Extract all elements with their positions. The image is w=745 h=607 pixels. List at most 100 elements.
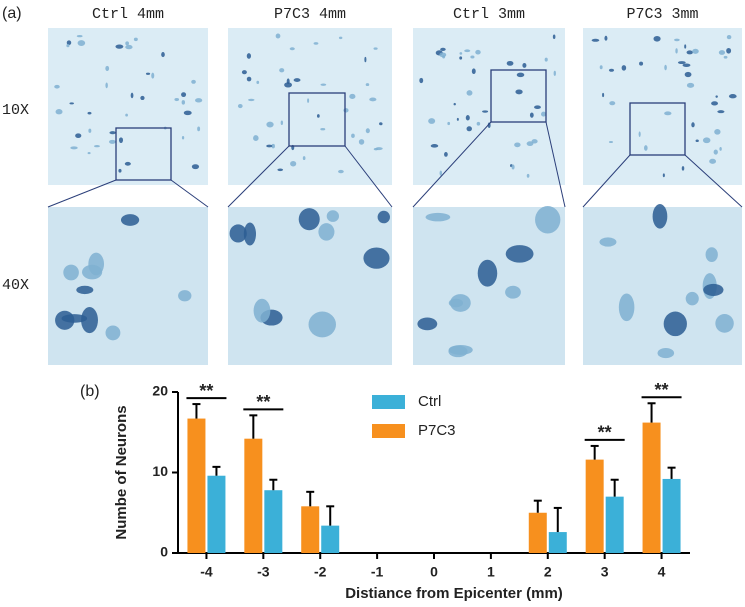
row-label: 40X: [2, 277, 29, 294]
cell: [526, 141, 534, 147]
cell: [552, 34, 556, 39]
x-tick-label: 0: [430, 564, 438, 580]
zoom-line: [227, 145, 290, 208]
legend-swatch: [372, 395, 405, 409]
cell: [365, 128, 370, 134]
cell: [55, 109, 63, 115]
cell: [428, 118, 436, 124]
cell: [181, 100, 186, 105]
cell: [320, 128, 326, 131]
cell: [425, 212, 451, 222]
micrograph: [413, 28, 565, 185]
cell: [453, 102, 456, 106]
cell: [298, 208, 320, 231]
cell: [178, 290, 192, 302]
cell: [516, 72, 525, 78]
cell: [456, 117, 459, 121]
y-tick-label: 0: [160, 544, 168, 560]
cell: [181, 92, 187, 98]
cell: [66, 44, 70, 48]
cell: [663, 311, 687, 337]
cell: [279, 68, 285, 73]
cell: [664, 64, 667, 71]
cell: [369, 97, 377, 102]
cell: [674, 38, 680, 42]
bar: [244, 438, 263, 553]
cell: [195, 98, 203, 103]
cell: [363, 247, 390, 269]
column-label: Ctrl 4mm: [92, 6, 164, 23]
cell: [653, 35, 661, 42]
cell: [702, 137, 711, 144]
x-tick-label: 1: [487, 564, 495, 580]
zoom-line: [545, 121, 566, 208]
cell: [534, 105, 541, 110]
cell: [246, 76, 252, 82]
row-label: 10X: [2, 102, 29, 119]
cell: [241, 70, 247, 75]
cell: [599, 65, 603, 70]
cell: [608, 140, 614, 144]
cell: [511, 164, 515, 170]
significance-label: **: [598, 423, 612, 443]
cell: [664, 111, 672, 116]
micrograph: [48, 207, 208, 365]
cell: [471, 68, 476, 75]
x-tick-label: -2: [314, 564, 327, 580]
cell: [621, 65, 627, 71]
cell: [76, 285, 94, 295]
cell: [290, 161, 297, 167]
cell: [124, 161, 131, 166]
cell: [253, 298, 271, 323]
cell: [644, 145, 648, 151]
zoom-box: [288, 92, 346, 147]
cell: [293, 78, 301, 82]
cell: [681, 166, 685, 171]
bar: [548, 532, 567, 553]
cell: [338, 36, 343, 40]
cell: [684, 44, 687, 49]
significance-label: **: [655, 380, 669, 400]
cell: [459, 56, 463, 60]
cell: [54, 84, 60, 89]
cell: [115, 44, 124, 49]
cell: [302, 156, 306, 161]
micrograph: [228, 28, 392, 185]
cell: [599, 237, 617, 247]
cell: [686, 82, 695, 88]
cell: [728, 94, 737, 99]
cell: [638, 131, 641, 137]
zoom-box: [629, 102, 686, 156]
cell: [243, 222, 257, 246]
cell: [105, 325, 121, 341]
cell: [604, 35, 608, 41]
cell: [440, 47, 446, 52]
zoom-line: [412, 121, 492, 208]
x-tick-label: 3: [601, 564, 609, 580]
cell: [505, 285, 521, 299]
cell: [66, 40, 72, 46]
cell: [535, 206, 561, 234]
cell: [77, 40, 86, 47]
column-label: Ctrl 3mm: [453, 6, 525, 23]
cell: [709, 158, 717, 164]
cell: [183, 110, 192, 116]
bar: [662, 478, 681, 553]
cell: [191, 79, 196, 84]
zoom-line: [170, 179, 209, 208]
zoom-box: [490, 69, 547, 123]
x-tick-label: -3: [257, 564, 270, 580]
cell: [448, 345, 468, 358]
significance-label: **: [199, 381, 213, 401]
zoom-line: [582, 154, 631, 208]
cell: [61, 314, 88, 323]
cell: [63, 264, 79, 281]
cell: [81, 306, 98, 334]
cell: [266, 144, 273, 148]
column-label: P7C3 4mm: [274, 6, 346, 23]
cell: [719, 146, 722, 151]
cell: [553, 70, 556, 76]
cell: [682, 63, 691, 68]
cell: [125, 44, 133, 50]
cell: [313, 42, 319, 45]
